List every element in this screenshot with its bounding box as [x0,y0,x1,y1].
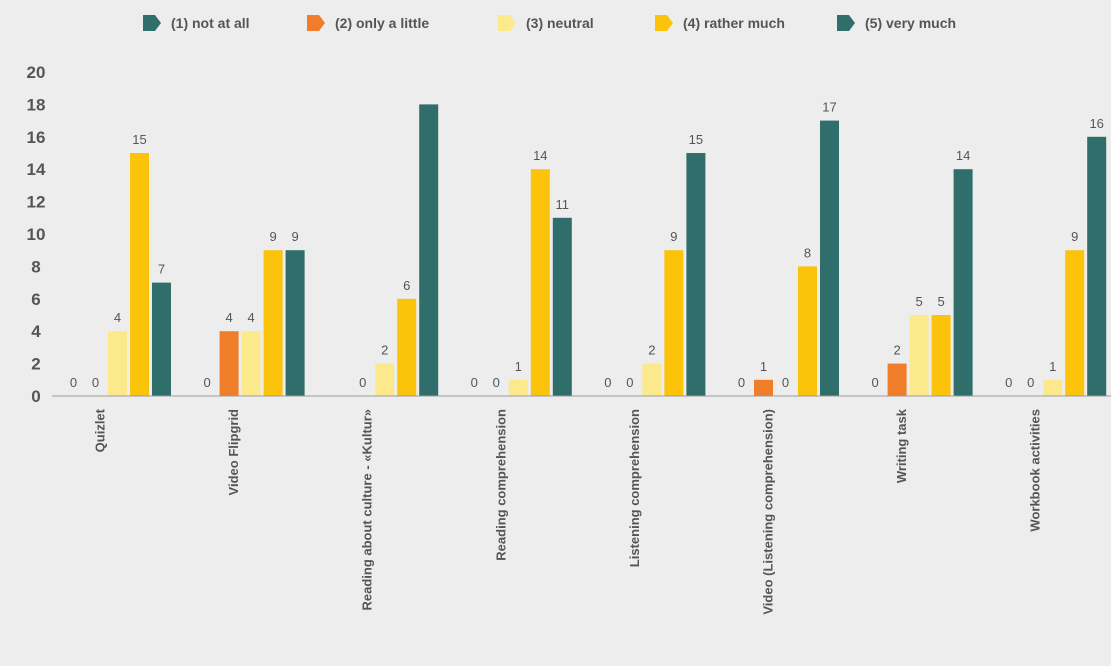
data-label: 0 [471,375,478,390]
data-label: 6 [403,278,410,293]
data-label: 14 [956,148,970,163]
data-label: 14 [533,148,547,163]
data-label: 11 [556,197,570,212]
category-label: Workbook activities [1028,409,1043,532]
data-label: 17 [822,100,836,115]
data-label: 0 [782,375,789,390]
data-label: 0 [626,375,633,390]
data-label: 15 [689,132,703,147]
data-label: 0 [70,375,77,390]
category-label: Writing task [894,408,909,483]
y-tick-label: 6 [31,290,40,309]
data-label: 0 [604,375,611,390]
data-label: 0 [1005,375,1012,390]
bar [909,315,929,396]
bar [798,266,817,396]
bar [285,250,305,396]
data-label: 0 [92,375,99,390]
data-label: 9 [291,229,298,244]
category-label: Reading comprehension [493,409,508,561]
data-label: 1 [515,359,522,374]
legend-swatch [143,15,161,31]
legend-swatch [307,15,325,31]
bar [508,379,528,396]
bar [1065,250,1085,396]
bar [820,120,839,396]
bar [642,363,662,396]
data-label: 15 [132,132,146,147]
data-label: 2 [648,343,655,358]
data-label: 1 [1049,359,1056,374]
bar [108,331,127,396]
category-label: Video Flipgrid [226,409,241,495]
data-label: 4 [225,310,232,325]
category-labels: Quizlet Video Flipgrid Reading about cultu… [93,408,1043,614]
data-label: 9 [670,229,677,244]
bar [664,250,684,396]
data-label: 2 [893,343,900,358]
data-label: 2 [381,343,388,358]
data-label: 0 [1027,375,1034,390]
legend-swatch [498,15,516,31]
y-tick-label: 12 [27,193,46,212]
data-label: 9 [1071,229,1078,244]
bar [419,104,439,397]
category-label: Reading about culture - «Kultur» [360,409,375,611]
y-tick-label: 20 [27,63,46,82]
y-tick-label: 14 [27,160,46,179]
category-label: Quizlet [93,408,108,452]
data-label: 1 [760,359,767,374]
legend-label: (5) very much [865,15,956,31]
bar [219,331,239,396]
y-tick-label: 4 [31,322,41,341]
legend-label: (2) only a little [335,15,429,31]
category-label: Video (Listening comprehension) [761,409,776,615]
data-label: 0 [359,375,366,390]
data-label: 5 [937,294,944,309]
data-label: 4 [114,310,121,325]
bar [530,169,550,396]
y-axis: 0 2 4 6 8 10 12 14 16 18 20 [27,63,46,406]
category-label: Listening comprehension [627,409,642,567]
legend-label: (4) rather much [683,15,785,31]
y-tick-label: 16 [27,128,46,147]
bar [397,298,417,396]
data-label: 8 [804,245,811,260]
bar [887,363,907,396]
bar [953,169,973,396]
bar [754,379,773,396]
bar [375,363,395,396]
y-tick-label: 10 [27,225,46,244]
data-label: 7 [158,262,165,277]
data-label: 16 [1089,116,1103,131]
bar [1087,136,1107,397]
y-tick-label: 8 [31,257,40,276]
y-tick-label: 18 [27,95,46,114]
data-label: 0 [203,375,210,390]
bar [263,250,283,396]
bar [552,217,572,396]
data-label: 5 [915,294,922,309]
data-label: 0 [493,375,500,390]
y-tick-label: 2 [31,355,40,374]
bar [130,153,149,396]
legend-label: (1) not at all [171,15,250,31]
legend-label: (3) neutral [526,15,594,31]
data-label: 0 [738,375,745,390]
bar [241,331,261,396]
legend-swatch [655,15,673,31]
bars [108,104,1107,397]
legend-swatch [837,15,855,31]
bar [152,282,171,396]
bar [931,315,951,396]
data-label: 9 [269,229,276,244]
data-label: 4 [247,310,254,325]
bar [1043,379,1063,396]
bar [686,153,706,396]
data-label: 0 [871,375,878,390]
legend: (1) not at all (2) only a little (3) neutr… [143,15,956,31]
y-tick-label: 0 [31,387,40,406]
